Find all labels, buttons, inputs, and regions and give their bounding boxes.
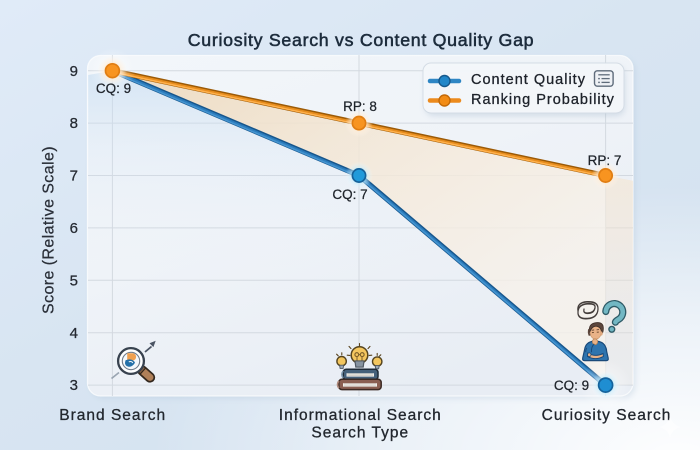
svg-text:CQ: 9: CQ: 9 (96, 81, 131, 96)
svg-text:Curiosity Search: Curiosity Search (542, 407, 672, 424)
svg-text:Brand Search: Brand Search (59, 407, 166, 424)
svg-text:5: 5 (70, 272, 78, 289)
svg-text:RP: 8: RP: 8 (343, 99, 377, 114)
svg-text:CQ: 7: CQ: 7 (332, 187, 367, 202)
svg-text:7: 7 (70, 168, 78, 185)
svg-text:9: 9 (70, 63, 78, 80)
svg-text:3: 3 (70, 377, 78, 394)
svg-text:Ranking Probability: Ranking Probability (471, 92, 615, 108)
svg-text:Search Type: Search Type (311, 425, 409, 442)
svg-text:4: 4 (70, 325, 78, 342)
svg-text:Content Quality: Content Quality (471, 72, 586, 88)
svg-text:6: 6 (70, 220, 78, 237)
svg-text:8: 8 (70, 115, 78, 132)
svg-text:Curiosity Search vs Content Qu: Curiosity Search vs Content Quality Gap (188, 30, 535, 50)
svg-text:Score (Relative Scale): Score (Relative Scale) (41, 146, 58, 314)
svg-text:RP: 7: RP: 7 (588, 153, 622, 168)
svg-text:Informational Search: Informational Search (279, 407, 442, 424)
svg-text:CQ: 9: CQ: 9 (554, 378, 589, 393)
